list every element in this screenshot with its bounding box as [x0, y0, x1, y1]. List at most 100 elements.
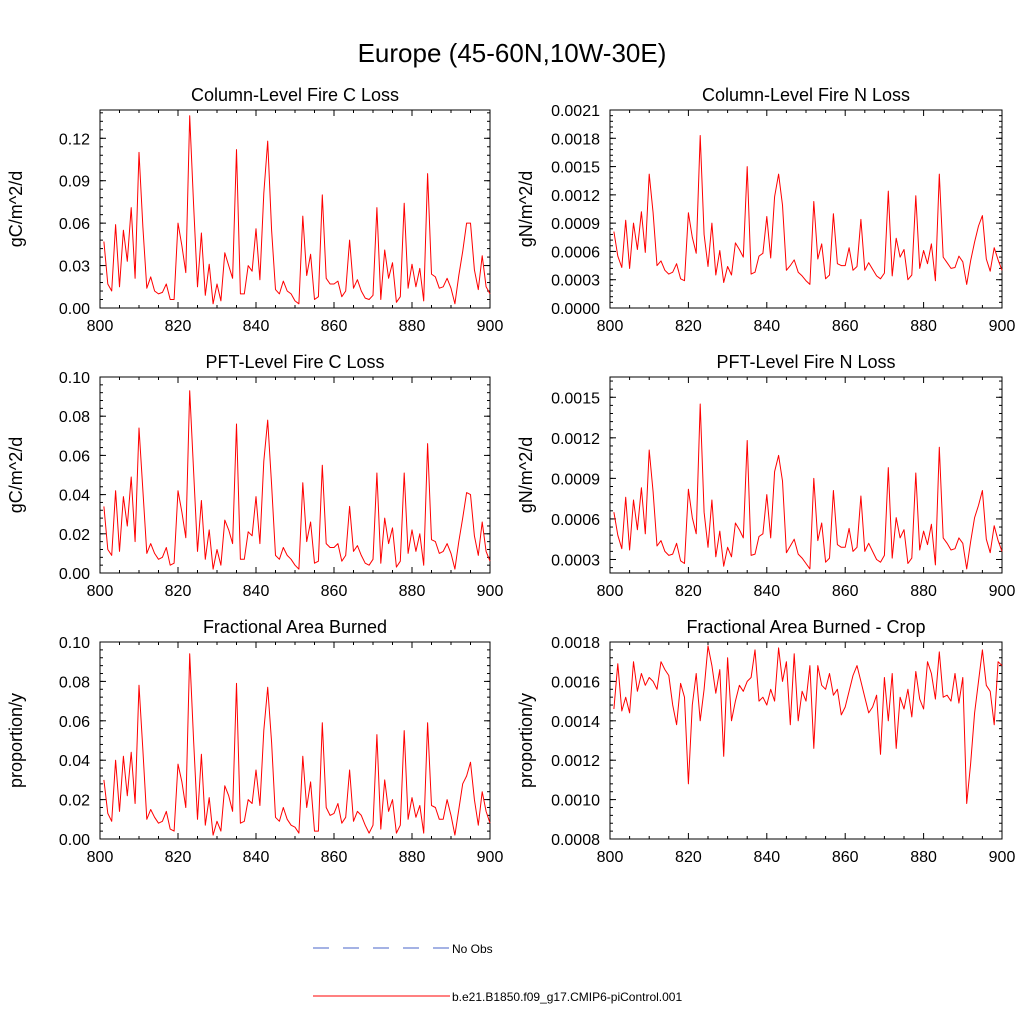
- panel-column-level-fire-c-loss: Column-Level Fire C Loss gC/m^2/d 800 820 84…: [6, 85, 503, 335]
- y-tick-label: 0.06: [59, 216, 90, 233]
- plot-frame: [99, 376, 491, 574]
- x-tick-label: 840: [753, 583, 780, 600]
- y-tick-label: 0.02: [59, 527, 90, 544]
- figure-title: Europe (45-60N,10W-30E): [358, 38, 667, 68]
- y-tick-label: 0.03: [59, 259, 90, 276]
- panel-title: Column-Level Fire N Loss: [702, 85, 910, 105]
- y-tick-label: 0.04: [59, 753, 90, 770]
- y-tick-label: 0.0010: [551, 793, 600, 810]
- x-tick-label: 800: [87, 849, 114, 866]
- series-line: [613, 645, 1003, 804]
- x-tick-label: 820: [165, 318, 192, 335]
- x-tick-label: 860: [321, 583, 348, 600]
- x-tick-label: 880: [399, 318, 426, 335]
- y-axis-label: proportion/y: [516, 693, 536, 788]
- legend: No Obs b.e21.B1850.f09_g17.CMIP6-piContr…: [313, 942, 682, 1004]
- y-tick-label: 0.0003: [551, 552, 600, 569]
- y-tick-label: 0.0012: [551, 753, 600, 770]
- y-tick-label: 0.08: [59, 409, 90, 426]
- panel-pft-level-fire-c-loss: PFT-Level Fire C Loss gC/m^2/d 800 820 840 86…: [6, 352, 503, 600]
- y-tick-label: 0.10: [59, 635, 90, 652]
- y-axis-label: gC/m^2/d: [6, 171, 26, 247]
- y-tick-label: 0.0021: [551, 103, 600, 120]
- x-tick-label: 900: [989, 318, 1016, 335]
- panel-title: PFT-Level Fire N Loss: [716, 352, 895, 372]
- y-tick-label: 0.0012: [551, 431, 600, 448]
- x-tick-label: 880: [910, 318, 937, 335]
- y-axis-label: gN/m^2/d: [516, 437, 536, 513]
- panel-title: Fractional Area Burned - Crop: [686, 617, 925, 637]
- y-tick-label: 0.00: [59, 832, 90, 849]
- plot-frame: [609, 376, 1003, 574]
- legend-model-label: b.e21.B1850.f09_g17.CMIP6-piControl.001: [452, 990, 682, 1004]
- y-tick-label: 0.0016: [551, 674, 600, 691]
- y-tick-label: 0.0015: [551, 160, 600, 177]
- x-tick-label: 840: [243, 318, 270, 335]
- y-tick-label: 0.0006: [551, 244, 600, 261]
- plot-frame: [609, 109, 1003, 309]
- x-tick-label: 880: [399, 583, 426, 600]
- panel-title: Fractional Area Burned: [203, 617, 387, 637]
- y-tick-label: 0.12: [59, 131, 90, 148]
- y-tick-label: 0.06: [59, 714, 90, 731]
- x-tick-label: 860: [321, 318, 348, 335]
- y-tick-label: 0.0012: [551, 188, 600, 205]
- x-tick-label: 820: [675, 318, 702, 335]
- x-tick-label: 900: [477, 583, 504, 600]
- series-line: [613, 135, 1003, 285]
- x-tick-label: 820: [675, 849, 702, 866]
- y-tick-label: 0.0009: [551, 216, 600, 233]
- y-tick-label: 0.02: [59, 793, 90, 810]
- y-tick-label: 0.00: [59, 566, 90, 583]
- x-tick-label: 840: [243, 583, 270, 600]
- y-tick-label: 0.0014: [551, 714, 600, 731]
- x-tick-label: 800: [597, 318, 624, 335]
- y-tick-label: 0.10: [59, 370, 90, 387]
- x-tick-label: 860: [832, 849, 859, 866]
- y-tick-label: 0.0009: [551, 471, 600, 488]
- x-tick-label: 840: [753, 318, 780, 335]
- x-tick-label: 840: [753, 849, 780, 866]
- y-axis-label: gC/m^2/d: [6, 437, 26, 513]
- panel-title: Column-Level Fire C Loss: [191, 85, 399, 105]
- y-tick-label: 0.00: [59, 301, 90, 318]
- x-tick-label: 900: [989, 583, 1016, 600]
- series-line: [103, 653, 491, 836]
- y-tick-label: 0.0000: [551, 301, 600, 318]
- panel-fractional-area-burned: Fractional Area Burned proportion/y 800 820…: [6, 617, 503, 866]
- x-tick-label: 880: [399, 849, 426, 866]
- plot-frame: [609, 641, 1003, 840]
- legend-obs-label: No Obs: [452, 942, 493, 956]
- x-tick-label: 840: [243, 849, 270, 866]
- x-tick-label: 860: [832, 583, 859, 600]
- x-tick-label: 900: [989, 849, 1016, 866]
- plot-frame: [99, 109, 491, 309]
- y-tick-label: 0.08: [59, 674, 90, 691]
- x-tick-label: 800: [597, 849, 624, 866]
- x-tick-label: 900: [477, 849, 504, 866]
- y-tick-label: 0.0018: [551, 635, 600, 652]
- x-tick-label: 820: [165, 583, 192, 600]
- panel-pft-level-fire-n-loss: PFT-Level Fire N Loss gN/m^2/d 800 820 840 86…: [516, 352, 1015, 600]
- x-tick-label: 860: [832, 318, 859, 335]
- x-tick-label: 900: [477, 318, 504, 335]
- x-tick-label: 820: [165, 849, 192, 866]
- y-tick-label: 0.04: [59, 488, 90, 505]
- plot-frame: [99, 641, 491, 840]
- series-line: [103, 115, 491, 305]
- y-tick-label: 0.09: [59, 174, 90, 191]
- panel-title: PFT-Level Fire C Loss: [205, 352, 384, 372]
- x-tick-label: 800: [87, 583, 114, 600]
- y-tick-label: 0.06: [59, 448, 90, 465]
- x-tick-label: 800: [87, 318, 114, 335]
- y-tick-label: 0.0008: [551, 832, 600, 849]
- y-tick-label: 0.0018: [551, 131, 600, 148]
- panel-column-level-fire-n-loss: Column-Level Fire N Loss gN/m^2/d 800 820 84…: [516, 85, 1015, 335]
- x-tick-label: 800: [597, 583, 624, 600]
- series-line: [103, 390, 491, 570]
- y-tick-label: 0.0006: [551, 512, 600, 529]
- series-line: [613, 403, 1003, 570]
- y-axis-label: gN/m^2/d: [516, 171, 536, 247]
- x-tick-label: 860: [321, 849, 348, 866]
